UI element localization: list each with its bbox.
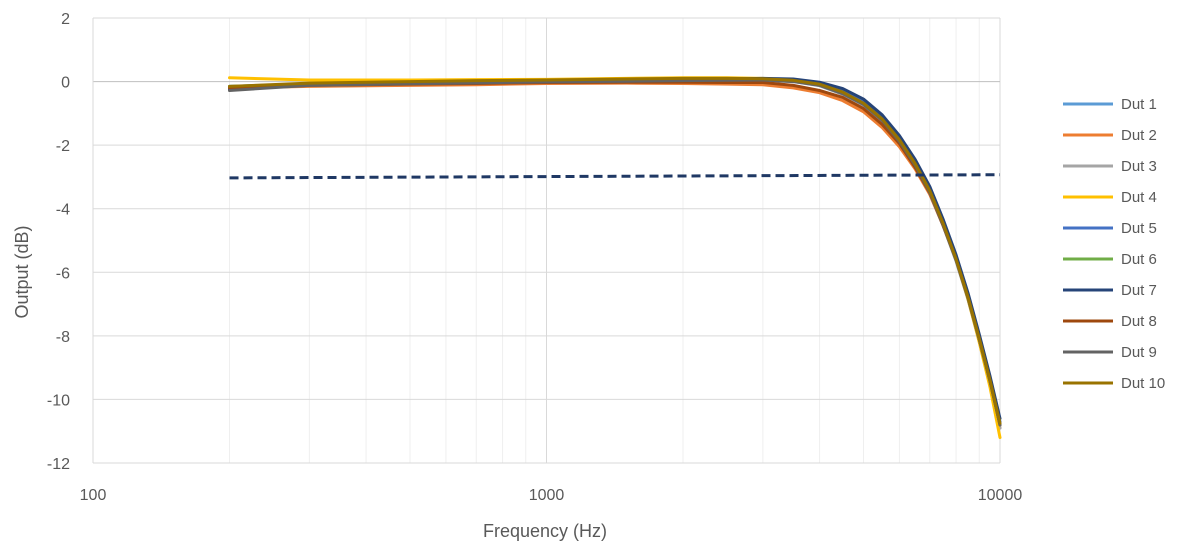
tick-labels: 2 0 -2 -4 -6 -8 -10 -12 100 1000 10000 (47, 11, 1022, 504)
legend-label: Dut 3 (1121, 158, 1157, 175)
y-tick-label: -2 (56, 138, 70, 155)
legend-label: Dut 4 (1121, 189, 1157, 206)
legend-label: Dut 6 (1121, 251, 1157, 268)
y-axis-title: Output (dB) (12, 225, 32, 318)
legend-label: Dut 9 (1121, 344, 1157, 361)
y-tick-label: -12 (47, 456, 70, 473)
y-tick-label: -4 (56, 202, 70, 219)
legend-label: Dut 2 (1121, 127, 1157, 144)
series-line-3 (228, 78, 1002, 430)
legend: Dut 1 Dut 2 Dut 3 Dut 4 Dut 5 Dut 6 Dut 7 Dut 8… (1063, 96, 1165, 392)
legend-label: Dut 7 (1121, 282, 1157, 299)
y-tick-label: 0 (61, 75, 70, 92)
y-tick-label: 2 (61, 11, 70, 28)
y-tick-label: -10 (47, 392, 70, 409)
series-line-2 (228, 81, 1002, 430)
x-axis-title: Frequency (Hz) (483, 521, 607, 541)
legend-label: Dut 10 (1121, 375, 1165, 392)
plot-grid (92, 17, 1001, 464)
reference-line (229, 173, 1001, 180)
x-tick-label: 10000 (978, 487, 1023, 504)
series-line-8 (228, 80, 1002, 427)
y-tick-label: -8 (56, 329, 70, 346)
x-tick-label: 1000 (529, 487, 565, 504)
series-layer (228, 76, 1002, 440)
series-line-10 (228, 76, 1002, 425)
legend-label: Dut 8 (1121, 313, 1157, 330)
legend-label: Dut 5 (1121, 220, 1157, 237)
x-tick-label: 100 (80, 487, 107, 504)
legend-label: Dut 1 (1121, 96, 1157, 113)
y-tick-label: -6 (56, 265, 70, 282)
